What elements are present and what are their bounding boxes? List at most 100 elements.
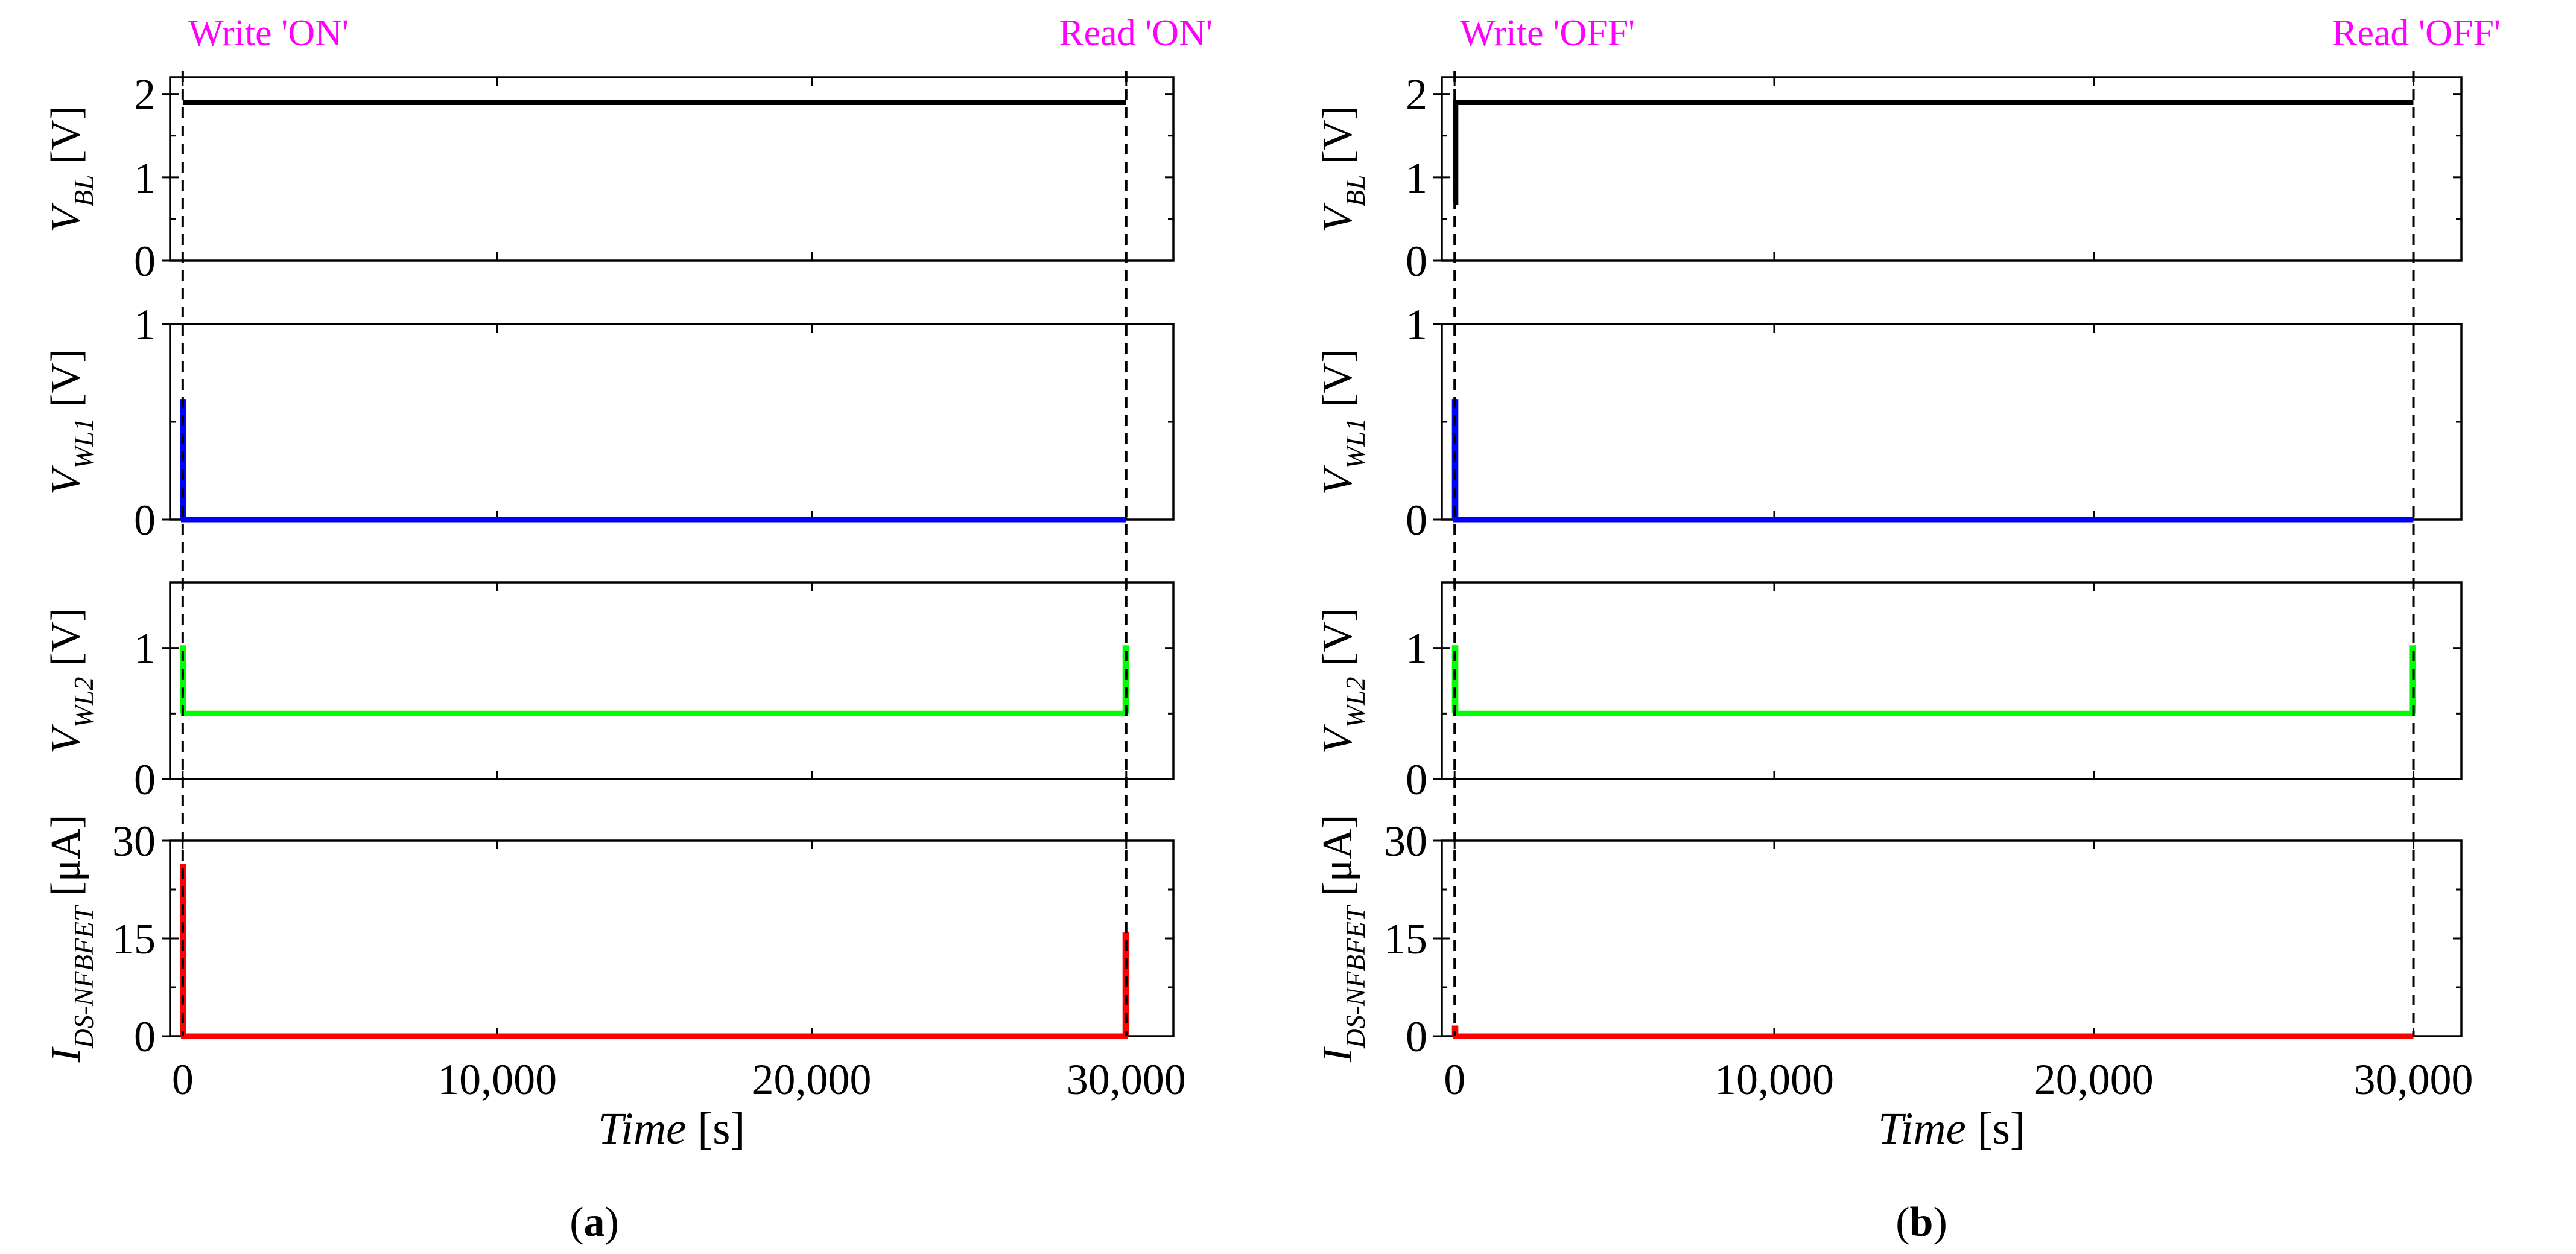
y-axis-label-vbl: VBL [V] [1315, 106, 1371, 232]
y-tick-label: 30 [1384, 817, 1427, 865]
y-tick-label: 0 [1406, 1013, 1427, 1061]
series-line-ids [180, 864, 1129, 1039]
x-axis-label: Time [s] [598, 1104, 746, 1154]
subplot-frame [169, 581, 1175, 780]
y-tick-label: 1 [1406, 301, 1427, 349]
caption-letter: a [584, 1199, 605, 1246]
y-label-unit: [μA] [43, 815, 89, 906]
y-label-unit: [V] [1315, 608, 1361, 677]
x-tick-label: 10,000 [1715, 1055, 1834, 1104]
y-tick-label: 1 [134, 301, 156, 349]
y-axis-label-ids: IDS-NFBFET [μA] [1315, 815, 1371, 1063]
subplot-frame [169, 76, 1175, 262]
y-label-variable: V [43, 724, 89, 754]
caption-paren: ( [569, 1199, 583, 1246]
y-tick-label: 0 [1406, 756, 1427, 804]
subplot-vwl2: 0 1 VWL2 [V] [1315, 581, 2463, 804]
x-tick-label: 10,000 [437, 1055, 557, 1104]
y-label-subscript: WL1 [69, 418, 99, 469]
x-tick-label: 30,000 [2354, 1055, 2473, 1104]
y-tick-label: 1 [134, 625, 156, 673]
y-label-subscript: DS-NFBFET [1340, 905, 1371, 1049]
series-line-ids [1451, 1025, 2414, 1039]
y-label-subscript: DS-NFBFET [69, 905, 99, 1049]
y-axis-label-vwl1: VWL1 [V] [1315, 349, 1371, 495]
y-tick-label: 1 [1406, 154, 1427, 202]
y-label-variable: V [43, 465, 89, 495]
x-label-variable: Time [598, 1104, 687, 1154]
x-axis-label: Time [s] [1878, 1104, 2025, 1154]
x-label-unit: [s] [1966, 1104, 2025, 1154]
y-tick-label: 15 [1384, 915, 1427, 963]
y-axis-label-vwl2: VWL2 [V] [1315, 608, 1371, 754]
subplot-vwl2: 0 1 VWL2 [V] [43, 581, 1175, 804]
annotation-write: Write 'ON' [188, 13, 349, 54]
panel-caption-a: (a) [569, 1199, 619, 1246]
subplot-frame [1441, 839, 2463, 1037]
x-tick-label: 0 [172, 1055, 194, 1104]
caption-paren: ) [605, 1199, 619, 1246]
y-tick-label: 0 [134, 496, 156, 544]
y-axis-label-vwl1: VWL1 [V] [43, 349, 99, 495]
annotation-write: Write 'OFF' [1460, 13, 1635, 54]
series-line-vwl1 [1451, 399, 2414, 523]
subplot-frame [1441, 581, 2463, 780]
subplot-frame [169, 839, 1175, 1037]
subplot-vwl1: 0 1 VWL1 [V] [43, 301, 1175, 544]
y-label-variable: V [43, 202, 89, 232]
x-label-variable: Time [1878, 1104, 1966, 1154]
y-axis-label-ids: IDS-NFBFET [μA] [43, 815, 99, 1063]
y-label-variable: V [1315, 465, 1361, 495]
series-line-vwl1 [180, 399, 1126, 523]
y-tick-label: 0 [134, 1013, 156, 1061]
y-tick-label: 0 [134, 237, 156, 285]
y-label-subscript: WL1 [1340, 418, 1371, 469]
annotation-read: Read 'OFF' [2332, 13, 2501, 54]
y-tick-label: 2 [1406, 71, 1427, 119]
series-line-vwl2 [180, 645, 1129, 716]
x-tick-label: 0 [1444, 1055, 1465, 1104]
y-tick-label: 2 [134, 71, 156, 119]
y-label-variable: V [1315, 724, 1361, 754]
y-label-variable: I [1315, 1046, 1361, 1063]
y-axis-label-vwl2: VWL2 [V] [43, 608, 99, 754]
y-label-unit: [V] [1315, 106, 1361, 175]
subplot-frame [169, 323, 1175, 521]
y-label-unit: [V] [43, 608, 89, 677]
caption-paren: ( [1896, 1199, 1909, 1246]
subplot-vwl1: 0 1 VWL1 [V] [1315, 301, 2463, 544]
y-label-subscript: BL [69, 175, 99, 207]
subplot-ids: 0 15 30 IDS-NFBFET [μA] [43, 815, 1175, 1063]
y-tick-label: 1 [134, 154, 156, 202]
x-tick-label: 30,000 [1067, 1055, 1186, 1104]
y-label-variable: I [43, 1046, 89, 1063]
y-label-subscript: WL2 [1340, 676, 1371, 728]
y-tick-label: 0 [1406, 496, 1427, 544]
subplot-vbl: 0 1 2 VBL [V] [1315, 71, 2463, 285]
panel-caption-b: (b) [1896, 1199, 1947, 1246]
subplot-vbl: 0 1 2 VBL [V] [43, 71, 1175, 285]
y-tick-label: 15 [112, 915, 156, 963]
y-axis-label-vbl: VBL [V] [43, 106, 99, 232]
y-label-variable: V [1315, 202, 1361, 232]
subplot-frame [1441, 76, 2463, 262]
y-label-unit: [V] [43, 349, 89, 418]
caption-letter: b [1910, 1199, 1934, 1246]
y-tick-label: 0 [134, 756, 156, 804]
series-line-vbl [1453, 100, 2414, 205]
y-label-subscript: BL [1340, 175, 1371, 207]
annotation-read: Read 'ON' [1059, 13, 1213, 54]
x-label-unit: [s] [686, 1104, 745, 1154]
y-label-unit: [V] [43, 106, 89, 175]
subplot-ids: 0 15 30 IDS-NFBFET [μA] [1315, 815, 2463, 1063]
caption-paren: ) [1933, 1199, 1947, 1246]
series-line-vwl2 [1451, 645, 2416, 716]
subplot-frame [1441, 323, 2463, 521]
y-label-unit: [μA] [1315, 815, 1361, 906]
x-tick-label: 20,000 [2034, 1055, 2154, 1104]
y-tick-label: 1 [1406, 625, 1427, 673]
y-label-unit: [V] [1315, 349, 1361, 418]
